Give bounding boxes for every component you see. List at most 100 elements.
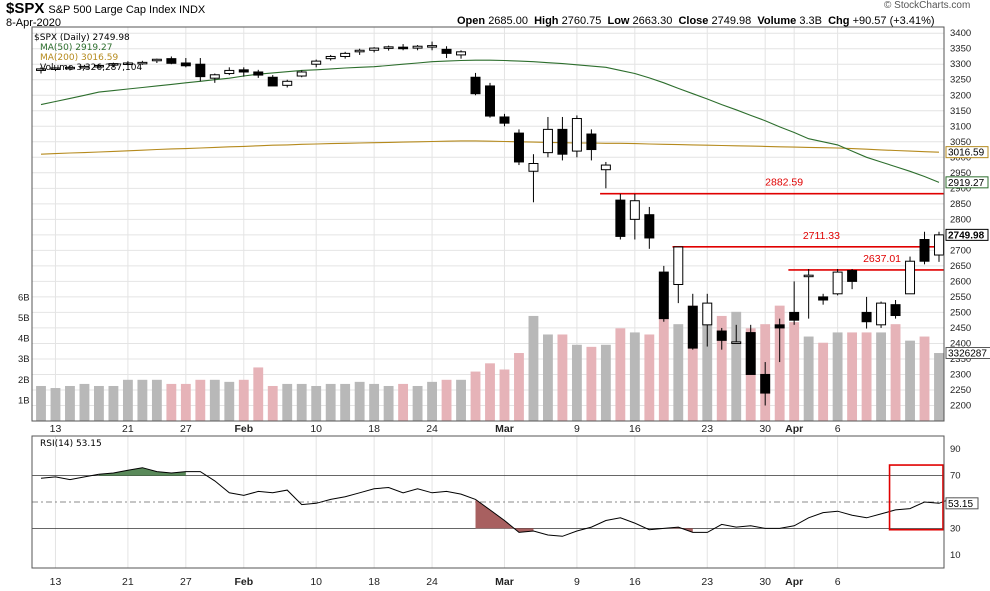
date-label: Apr xyxy=(785,423,803,435)
low-value: 2663.30 xyxy=(632,15,673,27)
rsi-date-label: Apr xyxy=(785,576,803,588)
volume-bar xyxy=(774,305,785,421)
candle-body xyxy=(456,51,467,56)
volume-bar xyxy=(470,371,481,421)
rsi-tag-box xyxy=(945,497,979,510)
moving-averages xyxy=(40,59,940,183)
volume-bar xyxy=(615,328,626,421)
volume-bar xyxy=(687,305,698,421)
volume-bar xyxy=(658,311,669,421)
candle-body xyxy=(513,132,524,163)
volume-bar xyxy=(832,332,843,421)
chart-date: 8-Apr-2020 xyxy=(6,17,62,29)
volume-bar xyxy=(543,334,553,421)
rsi-date-label: 21 xyxy=(122,576,134,588)
volume-bar xyxy=(600,344,611,421)
chg-label: Chg xyxy=(828,15,850,27)
candle-body xyxy=(905,260,916,295)
volume-bar xyxy=(296,383,307,421)
price-tick-label: 2500 xyxy=(950,307,971,318)
price-tag-box xyxy=(945,228,989,241)
candle-body xyxy=(427,45,438,48)
price-tick-label: 2200 xyxy=(950,400,971,411)
price-tick-label: 2450 xyxy=(950,323,971,334)
symbol-text: $SPX xyxy=(6,0,45,17)
volume-bar xyxy=(36,385,46,421)
ohlc-summary: Open 2685.00 High 2760.75 Low 2663.30 Cl… xyxy=(457,15,935,27)
volume-bar xyxy=(369,383,380,421)
price-tick-label: 2300 xyxy=(950,369,971,380)
candle-body xyxy=(267,76,278,87)
volume-bar xyxy=(151,379,162,421)
candle-body xyxy=(528,163,539,172)
candle-body xyxy=(166,58,177,64)
candle-body xyxy=(644,214,655,239)
volume-bar xyxy=(209,379,220,421)
close-label: Close xyxy=(678,15,709,27)
price-tick-label: 2800 xyxy=(950,214,971,225)
rsi-date-label: 18 xyxy=(368,576,380,588)
rsi-highlight-box xyxy=(888,464,944,531)
price-tick-label: 3350 xyxy=(950,44,971,55)
candle-body xyxy=(658,271,669,320)
brand-watermark: © StockCharts.com xyxy=(884,0,971,11)
date-label: 18 xyxy=(368,423,380,435)
volume-bar xyxy=(282,383,293,421)
candles xyxy=(36,41,944,406)
candle-body xyxy=(586,133,597,151)
ma50-line xyxy=(40,59,940,183)
candle-body xyxy=(600,164,611,171)
volume-bar xyxy=(267,385,278,421)
candle-body xyxy=(774,324,785,329)
volume-tick-label: 3B xyxy=(18,354,30,365)
volume-tick-label: 1B xyxy=(18,395,30,406)
close-value: 2749.98 xyxy=(711,15,752,27)
candle-body xyxy=(934,234,944,256)
candle-body xyxy=(832,271,843,295)
date-label: 30 xyxy=(759,423,771,435)
rsi-panel xyxy=(32,464,954,537)
chg-value: +90.57 (+3.41%) xyxy=(852,15,935,27)
candle-body xyxy=(209,74,220,79)
rsi-tick-label: 10 xyxy=(950,550,961,561)
candle-body xyxy=(803,274,814,278)
candle-body xyxy=(557,128,568,155)
candle-body xyxy=(180,62,191,67)
volume-bar xyxy=(79,383,90,421)
volume-bar xyxy=(238,379,249,421)
rsi-date-label: 16 xyxy=(629,576,641,588)
rsi-date-label: 27 xyxy=(180,576,192,588)
volume-bar xyxy=(340,383,351,421)
price-tick-label: 3200 xyxy=(950,90,971,101)
date-label: 24 xyxy=(426,423,438,435)
candle-body xyxy=(847,270,858,282)
candle-body xyxy=(325,55,336,60)
volume-bar xyxy=(571,344,582,421)
candle-body xyxy=(296,71,307,77)
volume-bar xyxy=(224,381,235,421)
candle-body xyxy=(919,239,930,262)
open-label: Open xyxy=(457,15,486,27)
price-tick-label: 3250 xyxy=(950,75,971,86)
legend-ma50: MA(50) 2919.27 xyxy=(40,43,112,53)
candle-body xyxy=(760,373,771,394)
rsi-date-label: 9 xyxy=(574,576,580,588)
candle-body xyxy=(238,69,249,73)
rsi-oversold-fill xyxy=(475,499,534,533)
candle-body xyxy=(615,199,626,237)
volume-bars xyxy=(36,305,944,421)
volume-bar xyxy=(137,379,148,421)
volume-tag-label: 3326287 xyxy=(948,349,987,360)
candle-body xyxy=(687,305,698,349)
candle-body xyxy=(151,58,162,62)
date-label: 13 xyxy=(50,423,62,435)
volume-bar xyxy=(847,332,858,421)
volume-bar xyxy=(412,385,423,421)
candle-body xyxy=(571,118,582,152)
legend-volume: Volume 3,326,287,104 xyxy=(40,63,142,73)
price-tag-label: 2919.27 xyxy=(948,178,985,189)
candle-body xyxy=(137,61,148,65)
candle-body xyxy=(542,128,553,154)
candle-body xyxy=(340,52,351,57)
